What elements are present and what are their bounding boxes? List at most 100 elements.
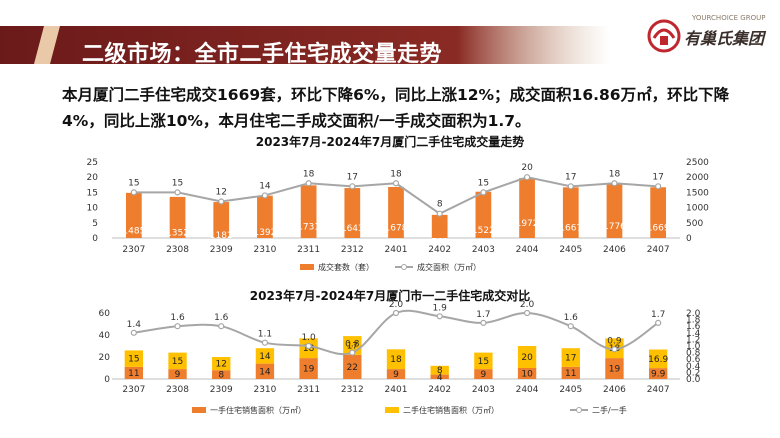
chart2-bar-new-label: 22: [347, 363, 358, 373]
chart2-x-tick: 2402: [428, 385, 451, 395]
chart1-line-point: [480, 189, 487, 196]
chart2-ratio-label: 1.6: [564, 313, 579, 323]
chart1-title: 2023年7月-2024年7月厦门二手住宅成交量走势: [256, 134, 524, 149]
chart2-bar-secondhand: [124, 350, 144, 367]
chart2-right-tick: 1.0: [686, 342, 701, 352]
chart1-bar-label: 761: [431, 237, 448, 247]
chart1-legend-line-marker: [401, 264, 407, 270]
chart1-line-point: [261, 192, 269, 199]
chart2-bar-secondhand: [648, 349, 668, 369]
chart1-bar-label: 1776: [603, 222, 626, 232]
chart2-bar-secondhand-label: 17: [347, 341, 358, 351]
chart2-x-tick: 2407: [647, 385, 670, 395]
chart1-x-tick: 2406: [603, 245, 626, 255]
chart2-bar-new: [561, 366, 580, 379]
chart1-line-point: [392, 180, 400, 187]
chart2-left-tick: 0: [104, 375, 110, 385]
chart2-bar-new-label: 9.9: [651, 370, 666, 380]
chart2-bar-secondhand-label: 16.9: [648, 355, 668, 365]
chart2-ratio-label: 1.6: [214, 313, 229, 323]
chart1-line-point: [523, 174, 531, 181]
chart1-line-label: 14: [259, 181, 271, 191]
chart1-line-point: [567, 183, 574, 190]
chart1-bar: [650, 187, 667, 238]
chart2-x-tick: 2309: [210, 385, 233, 395]
chart2-ratio-point: [261, 339, 269, 346]
chart1-line-point: [436, 210, 443, 217]
chart1-bar-label: 1522: [472, 226, 495, 236]
chart2-right-tick: 0.4: [686, 362, 701, 372]
chart1-bar-label: 1182: [210, 231, 233, 241]
chart2-ratio-point: [130, 329, 137, 336]
chart2-bar-new: [255, 363, 275, 379]
chart2-ratio-point: [436, 313, 443, 320]
chart2-bar-new: [168, 369, 187, 379]
chart1-line-label: 18: [390, 169, 402, 179]
chart1-line-label: 18: [609, 169, 621, 179]
chart2-bar-secondhand: [474, 352, 493, 370]
chart1-line-point: [174, 189, 181, 196]
chart2-bar-secondhand: [561, 348, 580, 367]
chart2-bar-secondhand: [517, 346, 537, 368]
chart2-ratio-label: 1.6: [170, 313, 185, 323]
chart1-line-label: 15: [128, 178, 139, 188]
chart2-bar-new: [212, 370, 231, 379]
chart1-legend-bar-swatch: [300, 264, 314, 270]
chart2-ratio-point: [174, 323, 181, 330]
chart1-left-tick: 0: [92, 234, 98, 244]
chart2-bar-new: [474, 369, 493, 379]
chart1-line-label: 8: [437, 200, 443, 210]
chart2-bar-new-label: 19: [303, 365, 315, 375]
chart2-right-tick: 1.2: [686, 335, 700, 345]
chart1-left-tick: 10: [87, 204, 99, 214]
chart2-bar-secondhand-label: 15: [172, 357, 183, 367]
chart1-line-label: 12: [216, 188, 227, 198]
chart1-bar-label: 1678: [385, 223, 408, 233]
chart2-ratio-label: 0.9: [607, 336, 622, 346]
banner-shape: [0, 26, 610, 64]
chart1-right-tick: 1500: [686, 188, 709, 198]
summary-text: 本月厦门二手住宅成交1669套，环比下降6%，同比上涨12%；成交面积16.86…: [62, 86, 730, 130]
chart2-ratio-label: 1.1: [258, 330, 272, 340]
page-title: 二级市场：全市二手住宅成交量走势: [82, 42, 443, 67]
chart2-bar-secondhand-label: 15: [478, 357, 489, 367]
chart2-bar-secondhand-label: 18: [303, 344, 315, 354]
chart2-ratio-point: [567, 323, 574, 330]
chart1-left-tick: 15: [87, 188, 98, 198]
chart2-bar-secondhand: [255, 348, 275, 364]
chart1-bar-label: 1643: [341, 224, 364, 234]
chart1-right-tick: 2000: [686, 173, 709, 183]
chart2-ratio-point: [305, 342, 312, 350]
chart2-x-tick: 2405: [559, 385, 582, 395]
chart1-right-tick: 0: [686, 234, 692, 244]
banner-accent-stripe: [34, 26, 60, 64]
chart1-bar-label: 1352: [166, 228, 189, 238]
chart2-bar-new: [517, 368, 537, 379]
chart2-bar-secondhand: [386, 349, 406, 370]
chart1-bar: [562, 187, 579, 238]
chart2-ratio-label: 1.7: [651, 310, 665, 320]
chart2-ratio-label: 1.7: [476, 310, 490, 320]
chart1-bar: [606, 184, 623, 238]
chart2-ratio-point: [392, 309, 400, 317]
logo-name: 有巢氏集团: [684, 29, 765, 48]
chart-secondhand-volume: 2023年7月-2024年7月厦门二手住宅成交量走势 0 5 10 15 20 25 0 500…: [87, 134, 710, 272]
chart1-bar: [257, 195, 273, 238]
chart2-ratio-label: 1.0: [301, 333, 316, 343]
chart2-ratio-line: [133, 309, 659, 356]
title-banner: 二级市场：全市二手住宅成交量走势: [0, 14, 610, 67]
chart2-bar-new: [648, 368, 668, 379]
chart1-bar-label: 1485: [122, 226, 145, 236]
chart2-ratio-label: 2.0: [389, 300, 404, 310]
chart2-right-tick: 1.8: [686, 316, 701, 326]
logo-mark-icon: [647, 19, 681, 53]
chart2-bar-secondhand-label: 20: [521, 353, 533, 363]
chart1-bar-label: 1667: [559, 224, 582, 234]
chart2-x-tick: 2404: [516, 385, 539, 395]
chart2-right-tick: 0.0: [686, 375, 701, 385]
chart2-bar-new: [386, 369, 406, 379]
chart2-bar-new: [605, 358, 624, 379]
chart1-line-point: [611, 180, 618, 187]
chart2-bar-secondhand: [430, 365, 449, 375]
chart2-bar-secondhand-label: 18: [390, 355, 402, 365]
